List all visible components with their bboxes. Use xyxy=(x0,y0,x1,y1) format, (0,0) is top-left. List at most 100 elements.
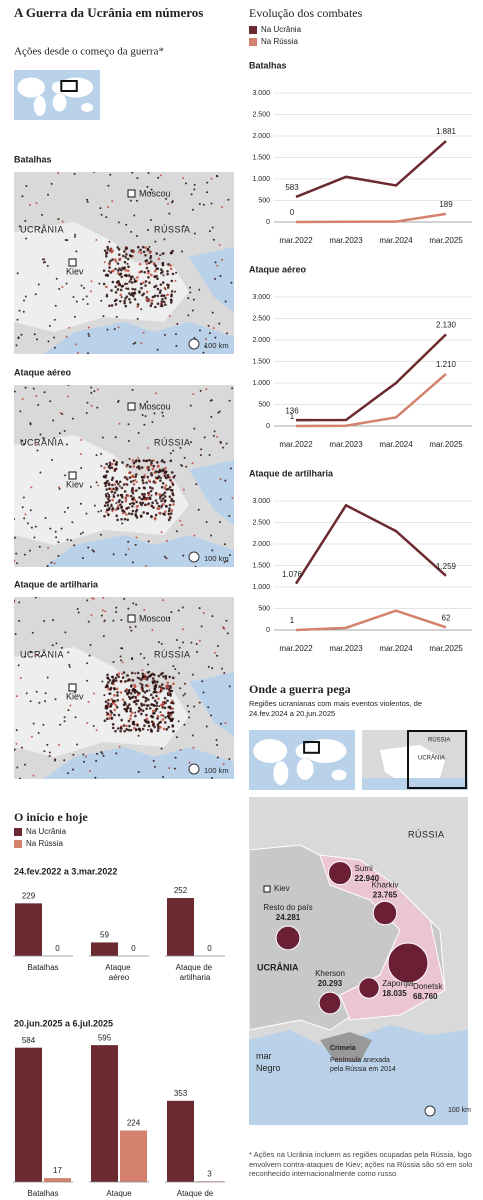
event-dot xyxy=(166,715,169,718)
event-dot xyxy=(148,486,152,489)
series-line xyxy=(295,609,447,632)
event-dot xyxy=(109,259,112,263)
event-dot xyxy=(216,744,219,747)
event-dot xyxy=(146,676,150,679)
event-dot xyxy=(136,693,140,697)
event-dot xyxy=(147,271,150,275)
event-dot xyxy=(166,269,169,273)
event-dot xyxy=(156,277,159,281)
event-dot xyxy=(57,172,60,175)
event-dot xyxy=(132,250,136,253)
footnote: * Ações na Ucrânia incluem as regiões oc… xyxy=(249,1150,473,1178)
event-dot xyxy=(179,446,182,449)
event-dot xyxy=(113,713,116,717)
event-dot xyxy=(229,467,232,470)
event-dot xyxy=(167,284,170,287)
event-dot xyxy=(86,401,89,404)
event-dot xyxy=(67,709,70,712)
event-dot xyxy=(164,510,167,514)
event-dot xyxy=(198,607,201,610)
event-dot xyxy=(132,602,135,605)
event-dot xyxy=(191,309,194,312)
event-dot xyxy=(228,758,231,761)
event-dot xyxy=(141,479,144,482)
event-dot xyxy=(18,601,21,604)
event-dot xyxy=(104,610,107,613)
event-dot xyxy=(159,174,162,177)
event-dot xyxy=(150,461,153,465)
event-dot xyxy=(164,716,167,719)
event-dot xyxy=(126,692,129,696)
event-dot xyxy=(141,501,145,505)
event-dot xyxy=(61,412,64,415)
event-dot xyxy=(171,249,174,253)
russia-label: RÚSSIA xyxy=(408,829,445,839)
event-dot xyxy=(61,286,64,289)
event-dot xyxy=(156,717,159,720)
event-dot xyxy=(113,708,117,712)
event-dot xyxy=(151,421,154,424)
region-value: 23.765 xyxy=(373,890,398,899)
event-dot xyxy=(90,386,93,389)
event-dot xyxy=(145,678,149,681)
kiev-marker xyxy=(68,258,77,267)
event-dot xyxy=(153,679,156,682)
event-dot xyxy=(82,753,85,756)
event-dot xyxy=(117,672,121,675)
event-dot xyxy=(99,533,102,536)
map-title: Ataque aéreo xyxy=(14,367,72,377)
event-dot xyxy=(192,298,195,301)
event-dot xyxy=(102,282,106,286)
event-dot xyxy=(159,711,162,714)
event-dot xyxy=(189,291,192,294)
event-dot xyxy=(104,482,108,485)
event-dot xyxy=(36,338,39,341)
event-dot xyxy=(85,512,88,515)
event-dot xyxy=(155,252,159,255)
event-dot xyxy=(147,724,151,728)
event-dot xyxy=(149,304,153,308)
event-dot xyxy=(150,302,154,305)
event-dot xyxy=(130,629,133,632)
event-dot xyxy=(107,495,111,498)
event-dot xyxy=(151,724,155,727)
event-dot xyxy=(166,699,169,703)
event-dot xyxy=(206,191,209,194)
event-dot xyxy=(170,701,173,705)
event-dot xyxy=(150,472,153,475)
crimea-label: Crimeia xyxy=(330,1045,356,1052)
event-dot xyxy=(19,410,22,413)
event-dot xyxy=(125,507,129,510)
event-dot xyxy=(124,553,127,556)
event-dot xyxy=(169,301,173,304)
event-dot xyxy=(131,172,134,174)
event-dot xyxy=(164,466,167,470)
event-dot xyxy=(120,486,124,490)
event-dot xyxy=(23,299,26,302)
event-dot xyxy=(116,507,120,510)
event-dot xyxy=(110,503,113,506)
event-dot xyxy=(121,461,124,464)
bars-title: O início e hoje xyxy=(14,810,88,824)
scale-label: 100 km xyxy=(448,1107,471,1114)
event-dot xyxy=(123,299,126,303)
event-dot xyxy=(89,485,92,488)
event-dot xyxy=(159,289,162,292)
continent xyxy=(52,93,67,112)
event-dot xyxy=(107,699,110,702)
event-dot xyxy=(127,678,131,681)
event-dot xyxy=(208,332,211,335)
event-dot xyxy=(130,696,134,700)
event-dot xyxy=(217,644,220,647)
event-dot xyxy=(98,282,101,285)
value-label: 583 xyxy=(285,183,299,192)
event-dot xyxy=(160,713,163,717)
y-tick-label: 3.000 xyxy=(252,498,270,505)
event-dot xyxy=(193,427,196,430)
event-dot xyxy=(126,282,129,285)
event-dot xyxy=(137,771,140,774)
event-dot xyxy=(161,270,164,273)
event-dot xyxy=(163,486,167,490)
event-dot xyxy=(142,459,146,462)
event-dot xyxy=(103,694,106,697)
